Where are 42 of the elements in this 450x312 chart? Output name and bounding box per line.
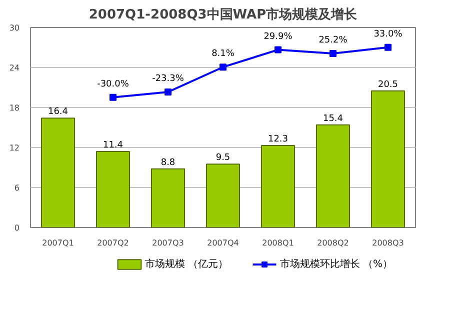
point bbox=[220, 64, 226, 71]
legend-label: 市场规模 （亿元） bbox=[144, 258, 228, 270]
y-tick-label: 30 bbox=[9, 24, 20, 32]
data-label: 20.5 bbox=[378, 80, 398, 90]
x-tick-label: 2008Q1 bbox=[262, 238, 294, 248]
point bbox=[274, 46, 282, 54]
data-label: 8.8 bbox=[160, 158, 176, 168]
point bbox=[384, 44, 392, 51]
data-label: 8.1% bbox=[212, 49, 235, 60]
data-label: 12.3 bbox=[268, 134, 288, 144]
y-tick-label: 0 bbox=[14, 224, 20, 232]
y-tick-label: 24 bbox=[9, 64, 20, 72]
bar bbox=[206, 164, 240, 228]
legend-label: 市场规模环比增长 （%） bbox=[280, 258, 392, 270]
data-label: -23.3% bbox=[152, 74, 184, 84]
bar bbox=[96, 151, 130, 228]
bar bbox=[41, 118, 75, 228]
y-tick-label: 6 bbox=[14, 184, 20, 192]
bar bbox=[151, 168, 185, 228]
data-label: 11.4 bbox=[102, 140, 124, 150]
x-tick-label: 2007Q3 bbox=[152, 238, 184, 248]
data-label: 9.5 bbox=[216, 153, 230, 164]
bar bbox=[371, 90, 405, 228]
x-tick-label: 2007Q1 bbox=[42, 238, 74, 248]
data-label: 33.0% bbox=[374, 29, 403, 40]
point bbox=[164, 88, 172, 96]
data-label: 25.2% bbox=[318, 36, 348, 46]
x-tick-label: 2008Q3 bbox=[372, 238, 404, 248]
point bbox=[330, 50, 336, 58]
chart-title: 2007Q1-2008Q3中国WAP市场规模及增长 bbox=[88, 6, 358, 22]
x-tick-label: 2008Q2 bbox=[317, 238, 349, 248]
data-label: -30.0% bbox=[97, 79, 130, 90]
x-tick-label: 2007Q4 bbox=[207, 238, 239, 248]
data-label: 29.9% bbox=[264, 32, 293, 42]
y-tick-label: 12 bbox=[9, 144, 20, 152]
data-label: 16.4 bbox=[48, 107, 68, 118]
bar bbox=[316, 124, 350, 228]
bar bbox=[261, 145, 295, 228]
y-tick-label: 18 bbox=[9, 104, 20, 112]
x-tick-label: 2007Q2 bbox=[97, 238, 129, 248]
point bbox=[110, 94, 116, 101]
data-label: 15.4 bbox=[322, 114, 344, 124]
